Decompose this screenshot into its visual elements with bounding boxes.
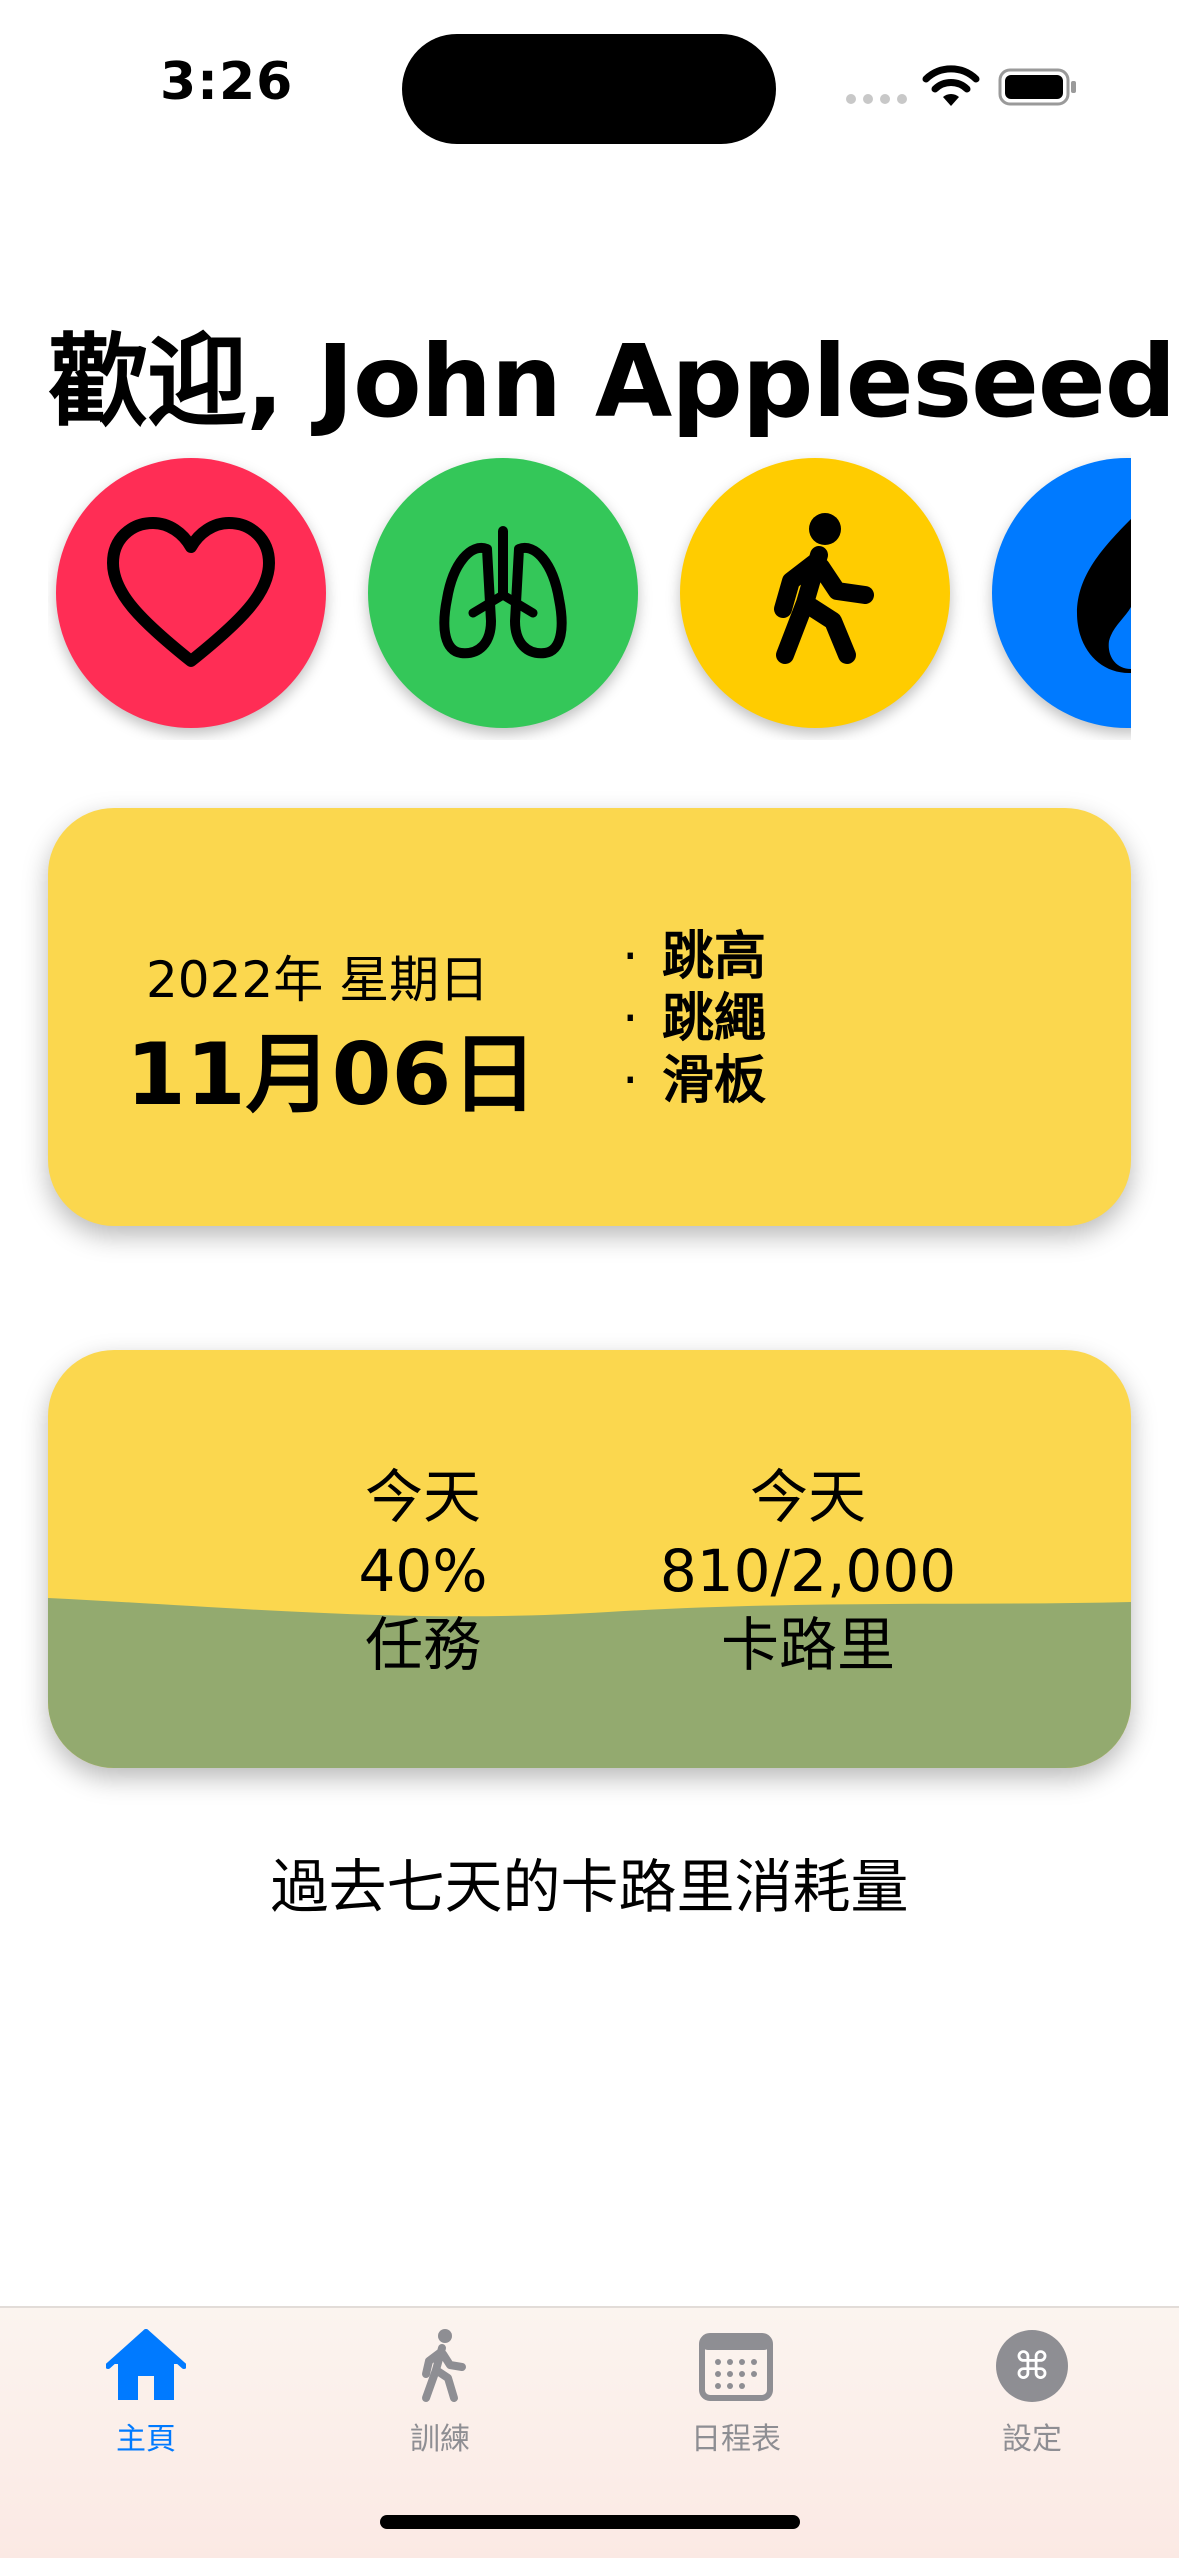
date-card[interactable]: 2022年 星期日 11月06日 · 跳高 · 跳繩 · 滑板 — [48, 808, 1131, 1226]
page-title: 歡迎, John Appleseed — [48, 323, 1176, 440]
progress-wave — [48, 1598, 1131, 1768]
tab-label: 日程表 — [691, 2422, 781, 2457]
calorie-stat: 今天 810/2,000 卡路里 — [608, 1460, 1008, 1682]
walk-category-button[interactable] — [680, 458, 950, 728]
stat-label-task: 任務 — [364, 1611, 481, 1679]
tab-training[interactable]: 訓練 — [340, 2326, 540, 2458]
list-item: · 跳繩 — [622, 989, 767, 1049]
tab-label: 設定 — [1002, 2422, 1062, 2457]
tab-label: 訓練 — [410, 2422, 470, 2457]
figure-walk-icon — [422, 2329, 466, 2402]
tab-schedule[interactable]: 日程表 — [636, 2326, 836, 2458]
command-icon: ⌘ — [996, 2330, 1068, 2402]
date-year-weekday: 2022年 星期日 — [146, 951, 490, 1009]
heart-category-button[interactable] — [56, 458, 326, 728]
cellular-signal-icon — [846, 94, 907, 104]
flame-category-button[interactable] — [992, 458, 1131, 728]
activity-list: · 跳高 · 跳繩 · 滑板 — [616, 926, 766, 1112]
tab-bar: 主頁 訓練 日程表 ⌘ 設定 — [0, 2306, 1179, 2558]
stat-label-calories: 卡路里 — [720, 1611, 895, 1679]
status-time: 3:26 — [160, 52, 294, 112]
home-indicator — [380, 2515, 800, 2529]
date-day: 11月06日 — [126, 1025, 538, 1125]
wifi-icon — [922, 65, 980, 106]
task-percent: 40% — [358, 1537, 488, 1605]
dynamic-island — [402, 34, 776, 144]
flame-icon — [1077, 519, 1131, 673]
calendar-icon — [699, 2333, 773, 2401]
calorie-count: 810/2,000 — [659, 1537, 957, 1605]
stat-label-today: 今天 — [749, 1463, 866, 1531]
house-icon — [106, 2329, 186, 2400]
lungs-icon — [439, 526, 567, 659]
heart-icon — [107, 517, 275, 667]
tab-label: 主頁 — [116, 2422, 176, 2457]
lungs-category-button[interactable] — [368, 458, 638, 728]
svg-text:⌘: ⌘ — [1013, 2344, 1051, 2388]
stat-label-today: 今天 — [364, 1463, 481, 1531]
list-item: · 滑板 — [622, 1051, 767, 1111]
tab-home[interactable]: 主頁 — [46, 2326, 246, 2458]
calorie-chart-caption: 過去七天的卡路里消耗量 — [270, 1853, 909, 1921]
list-item: · 跳高 — [622, 927, 767, 987]
figure-walk-icon — [774, 513, 874, 664]
category-carousel[interactable] — [48, 452, 1131, 740]
progress-card[interactable]: 今天 40% 任務 今天 810/2,000 卡路里 — [48, 1350, 1131, 1768]
tab-settings[interactable]: ⌘ 設定 — [932, 2326, 1132, 2458]
task-progress-stat: 今天 40% 任務 — [303, 1460, 543, 1682]
battery-icon — [998, 68, 1076, 106]
